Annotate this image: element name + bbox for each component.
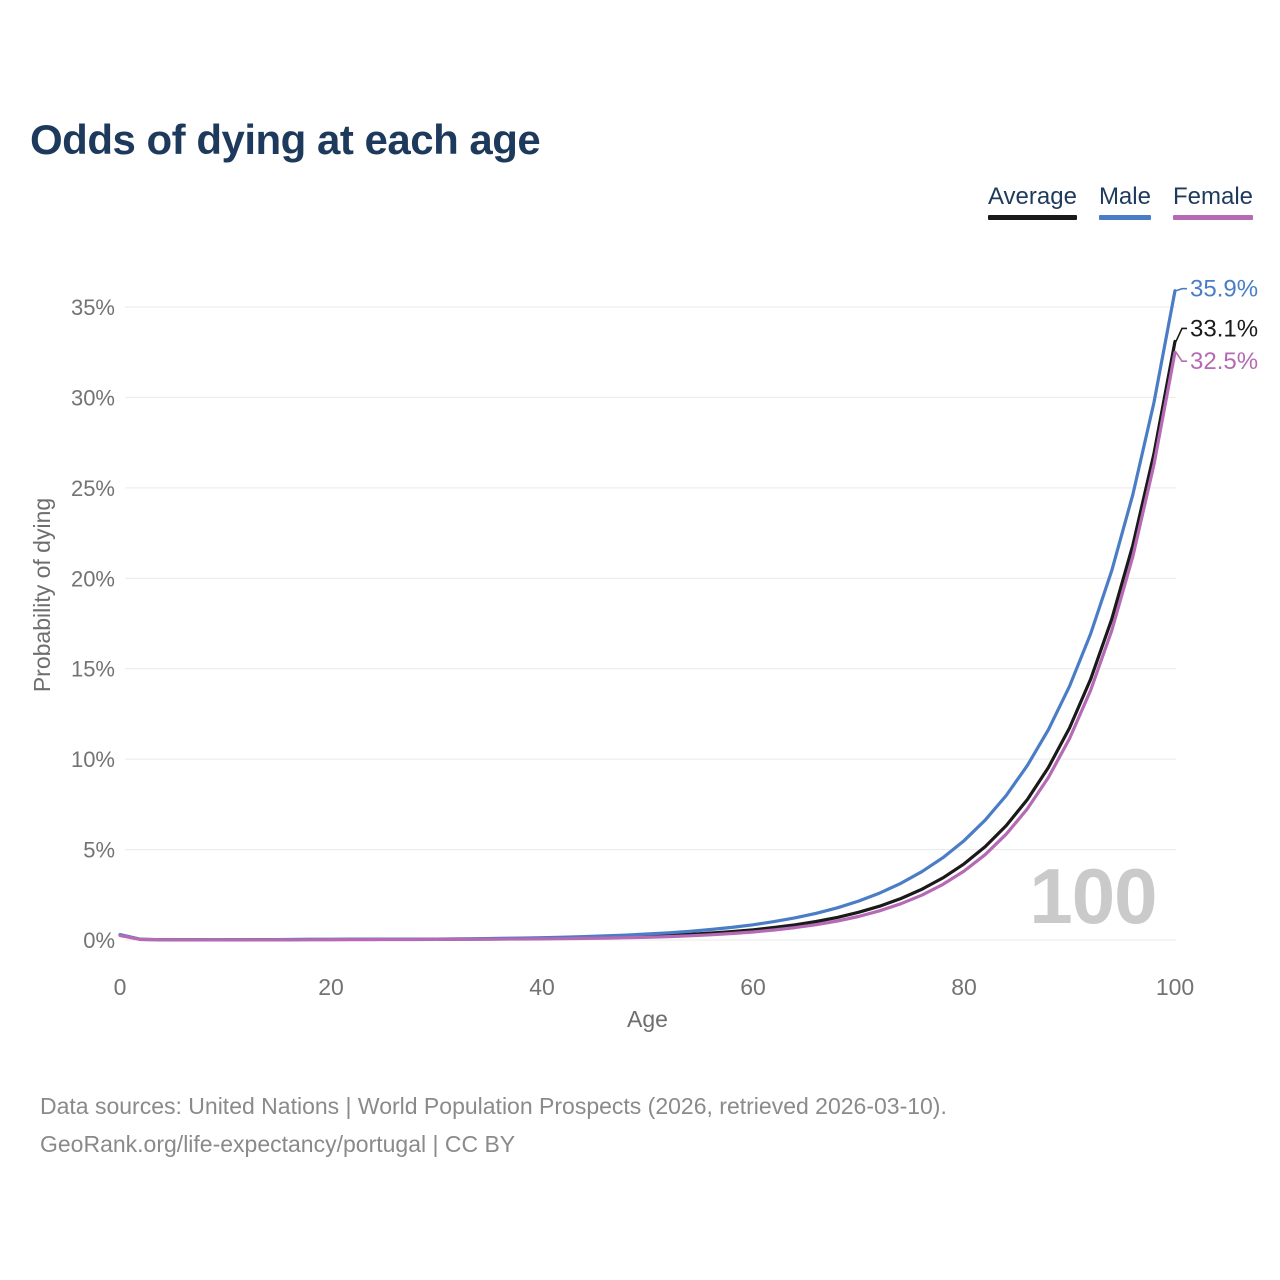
end-label-connector-female	[1175, 351, 1187, 362]
y-tick-label-25: 25%	[71, 476, 115, 501]
legend-swatch-male	[1098, 215, 1151, 221]
x-tick-label-100: 100	[1156, 974, 1194, 1000]
legend-label-female: Female	[1172, 183, 1253, 210]
legend-label-male: Male	[1098, 183, 1151, 210]
y-tick-label-35: 35%	[71, 295, 115, 320]
x-axis-label: Age	[627, 1006, 668, 1032]
legend-swatch-average	[987, 215, 1077, 221]
legend-label-average: Average	[987, 183, 1077, 210]
chart-line-male	[118, 289, 1177, 942]
x-tick-label-20: 20	[318, 974, 344, 1000]
x-tick-label-0: 0	[114, 974, 127, 1000]
end-label-average: 33.1%	[1190, 315, 1258, 342]
x-tick-label-40: 40	[529, 974, 555, 1000]
y-axis-label: Probability of dying	[29, 498, 55, 692]
end-label-female: 32.5%	[1190, 348, 1258, 375]
y-tick-label-0: 0%	[83, 928, 115, 953]
legend-item-average[interactable]: Average	[987, 183, 1077, 221]
legend: Average Male Female	[987, 183, 1253, 221]
chart-line-female	[118, 350, 1177, 942]
age-watermark: 100	[1029, 852, 1157, 940]
y-tick-label-30: 30%	[71, 385, 115, 410]
x-tick-label-80: 80	[951, 974, 977, 1000]
license-line: GeoRank.org/life-expectancy/portugal | C…	[40, 1131, 516, 1157]
end-label-male: 35.9%	[1190, 276, 1258, 303]
source-attribution: Data sources: United Nations | World Pop…	[40, 1087, 1240, 1163]
data-sources-line: Data sources: United Nations | World Pop…	[40, 1093, 947, 1119]
legend-item-male[interactable]: Male	[1098, 183, 1151, 221]
legend-item-female[interactable]: Female	[1172, 183, 1253, 221]
end-label-connector-average	[1175, 327, 1187, 342]
page-title: Odds of dying at each age	[30, 116, 541, 163]
y-tick-label-5: 5%	[83, 838, 115, 863]
legend-swatch-female	[1172, 215, 1253, 221]
y-tick-label-10: 10%	[71, 747, 115, 772]
end-label-connector-male	[1175, 287, 1187, 292]
y-tick-label-15: 15%	[71, 657, 115, 682]
x-tick-label-60: 60	[740, 974, 766, 1000]
y-tick-label-20: 20%	[71, 566, 115, 591]
